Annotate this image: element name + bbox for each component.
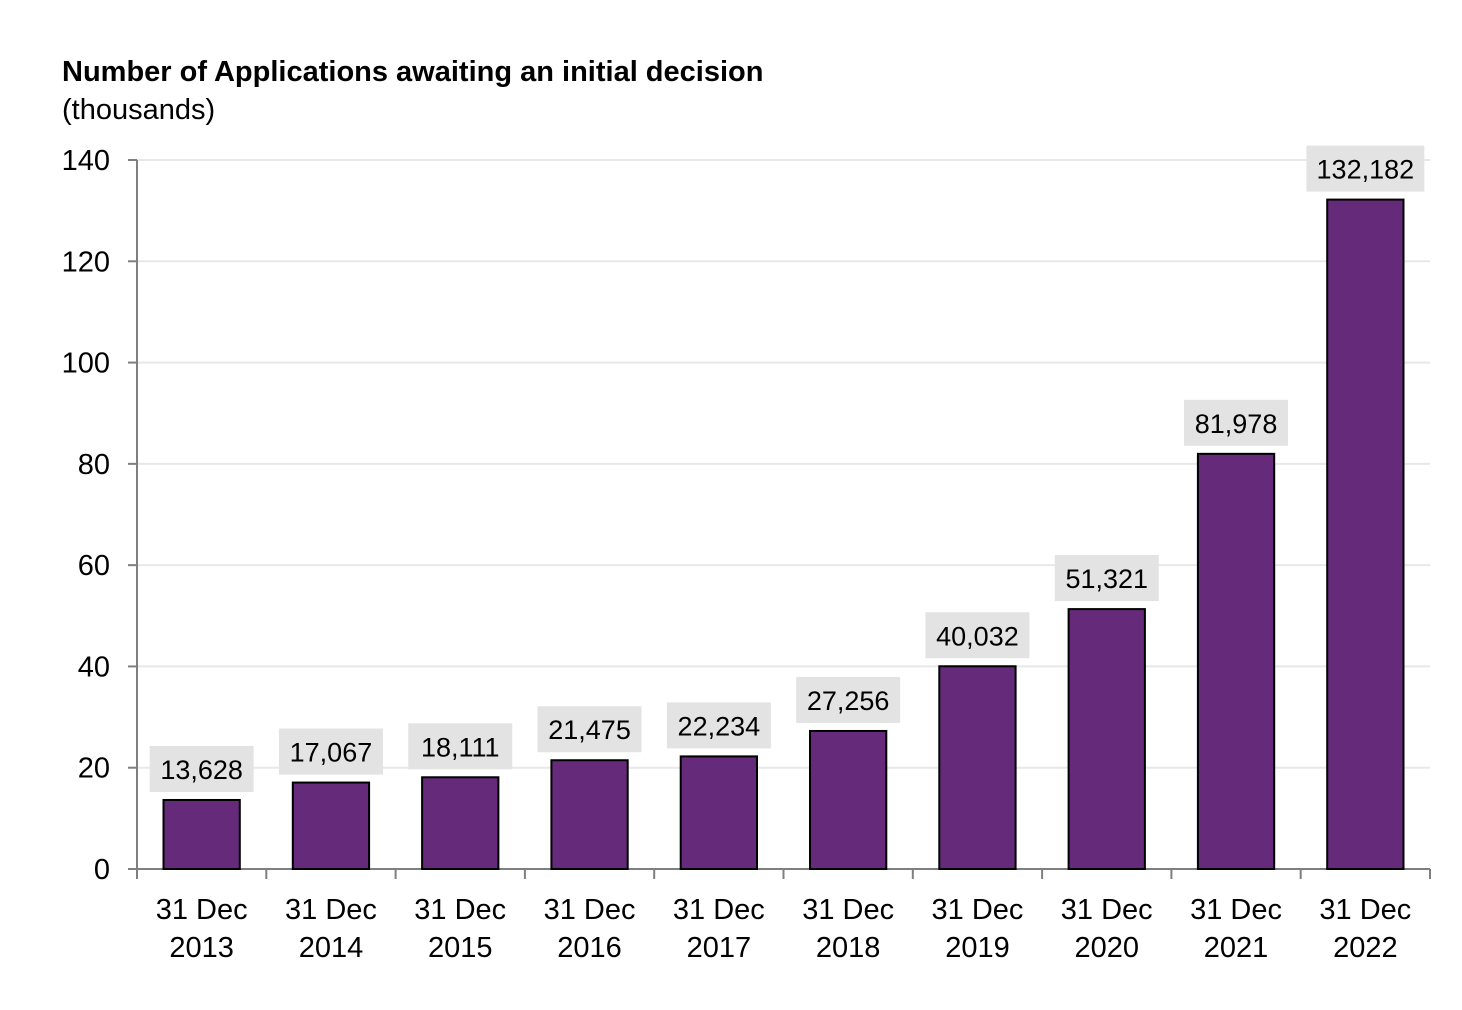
chart-subtitle: (thousands)	[62, 94, 216, 126]
bar	[809, 729, 888, 870]
x-tick-label: 31 Dec 2013	[156, 894, 248, 964]
data-label-box	[537, 706, 642, 753]
bar	[1067, 608, 1146, 870]
x-tick-label: 31 Dec 2018	[802, 894, 894, 964]
data-label: 13,628	[160, 755, 243, 785]
y-tick-label: 20	[78, 753, 110, 785]
data-label-box	[1306, 145, 1425, 192]
bar	[421, 776, 500, 870]
x-tick-label: 31 Dec 2022	[1319, 894, 1411, 964]
data-label: 21,475	[548, 715, 631, 745]
data-label-box	[1184, 399, 1289, 446]
data-label: 81,978	[1195, 409, 1278, 439]
x-tick-label: 31 Dec 2015	[414, 894, 506, 964]
y-tick-label: 0	[94, 854, 110, 886]
bar	[550, 759, 629, 870]
x-tick-label: 31 Dec 2020	[1061, 894, 1153, 964]
y-tick-label: 100	[62, 348, 110, 380]
data-label: 132,182	[1317, 155, 1415, 185]
data-label: 27,256	[807, 686, 890, 716]
x-tick-label: 31 Dec 2016	[544, 894, 636, 964]
data-label-box	[408, 723, 513, 770]
data-label: 17,067	[290, 738, 373, 768]
data-label-box	[796, 676, 901, 723]
bar	[1196, 452, 1276, 870]
data-label: 22,234	[678, 711, 761, 741]
x-tick-label: 31 Dec 2021	[1190, 894, 1282, 964]
bars	[162, 198, 1405, 871]
x-tick-label: 31 Dec 2017	[673, 894, 765, 964]
y-tick-label: 40	[78, 651, 110, 683]
x-tick-label: 31 Dec 2014	[285, 894, 377, 964]
data-label-box	[1054, 555, 1159, 602]
chart-title: Number of Applications awaiting an initi…	[62, 56, 764, 88]
bar	[679, 755, 758, 871]
bar	[291, 781, 371, 870]
bar	[162, 798, 241, 870]
y-tick-label: 140	[62, 145, 110, 177]
data-label: 51,321	[1065, 564, 1148, 594]
data-label-box	[278, 728, 383, 775]
data-label: 18,111	[421, 732, 500, 762]
data-label-box	[149, 745, 254, 792]
y-tick-label: 60	[78, 550, 110, 582]
x-tick-label: 31 Dec 2019	[932, 894, 1024, 964]
data-labels: 13,628 17,067 18,111 21,475 22,234 27,256 40,0…	[149, 145, 1425, 792]
y-tick-label: 80	[78, 449, 110, 481]
bar	[1326, 198, 1405, 870]
bar	[938, 665, 1017, 871]
y-tick-label: 120	[62, 246, 110, 278]
data-label-box	[666, 702, 771, 749]
data-label: 40,032	[936, 621, 1019, 651]
data-label-box	[925, 612, 1030, 659]
